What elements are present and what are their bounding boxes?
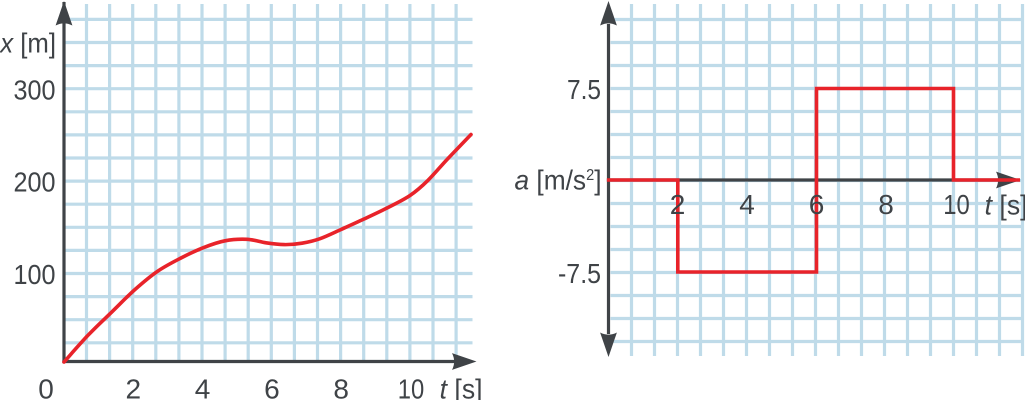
- svg-text:7.5: 7.5: [567, 74, 601, 105]
- svg-text:6: 6: [264, 373, 280, 400]
- svg-text:10: 10: [398, 373, 425, 400]
- svg-text:200: 200: [14, 167, 56, 198]
- svg-text:2: 2: [126, 373, 142, 400]
- svg-text:4: 4: [195, 373, 211, 400]
- svg-text:4: 4: [739, 189, 755, 220]
- svg-text:10: 10: [943, 189, 970, 220]
- svg-text:8: 8: [333, 373, 349, 400]
- svg-text:t [s]: t [s]: [985, 189, 1025, 221]
- svg-text:0: 0: [38, 373, 54, 400]
- svg-text:-7.5: -7.5: [558, 258, 601, 289]
- svg-text:100: 100: [14, 259, 56, 290]
- svg-text:2: 2: [670, 189, 686, 220]
- svg-text:x [m]: x [m]: [0, 28, 56, 59]
- svg-text:300: 300: [14, 74, 56, 105]
- svg-text:8: 8: [878, 189, 894, 220]
- svg-text:t [s]: t [s]: [440, 373, 483, 400]
- svg-text:6: 6: [809, 189, 825, 220]
